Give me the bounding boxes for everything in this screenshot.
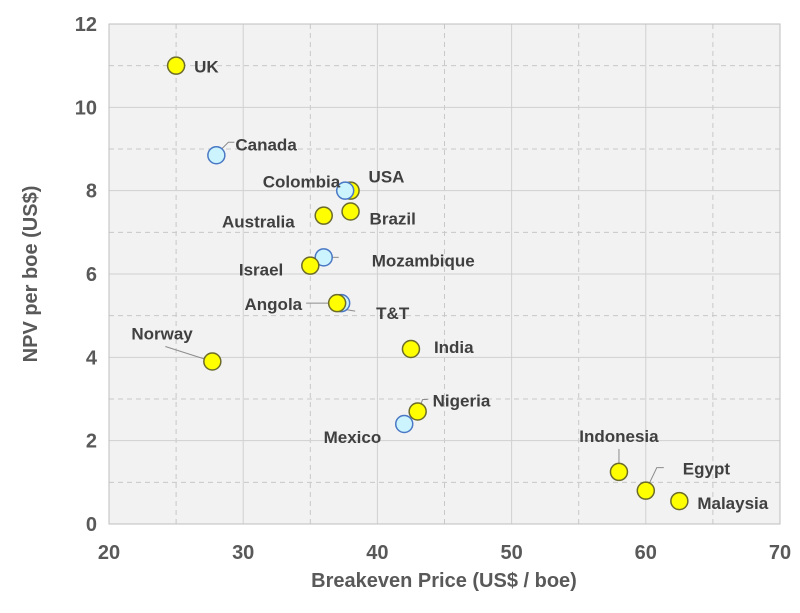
y-axis-title: NPV per boe (US$) (20, 186, 42, 363)
label-usa: USA (369, 168, 405, 187)
label-brazil: Brazil (370, 210, 416, 229)
point-angola (327, 293, 347, 313)
y-tick-label: 4 (86, 347, 98, 369)
x-tick-label: 40 (366, 542, 388, 564)
y-tick-label: 12 (75, 14, 97, 36)
label-nigeria: Nigeria (433, 392, 491, 411)
point-colombia (335, 181, 355, 200)
point-india (401, 339, 421, 359)
point-egypt (636, 481, 656, 500)
tick-labels: 20 30 40 50 60 70 0 2 4 6 8 10 12 (75, 14, 791, 564)
label-angola: Angola (245, 295, 303, 314)
x-tick-label: 30 (232, 542, 254, 564)
point-malaysia (670, 491, 689, 511)
y-tick-label: 8 (86, 181, 97, 203)
label-egypt: Egypt (683, 460, 731, 479)
point-indonesia (609, 462, 629, 482)
x-tick-label: 50 (500, 542, 522, 564)
point-australia (314, 206, 333, 225)
point-israel (301, 256, 320, 275)
label-india: India (434, 338, 474, 357)
point-nigeria (408, 402, 427, 421)
label-israel: Israel (239, 261, 283, 280)
point-mozambique (314, 248, 333, 267)
y-tick-label: 10 (75, 97, 97, 119)
y-tick-label: 0 (86, 514, 97, 536)
plot-border (108, 23, 781, 525)
data-points (166, 56, 689, 511)
label-t-t: T&T (376, 304, 410, 323)
y-tick-label: 2 (86, 431, 97, 453)
label-indonesia: Indonesia (579, 427, 659, 446)
x-tick-label: 20 (98, 542, 120, 564)
label-mozambique: Mozambique (372, 251, 475, 270)
point-norway (203, 352, 222, 371)
label-mexico: Mexico (324, 428, 382, 447)
label-uk: UK (194, 58, 219, 77)
gridlines (108, 23, 781, 525)
data-labels: UK Canada USA Colombia Australia Brazil Mozamb… (131, 58, 768, 513)
label-colombia: Colombia (263, 173, 341, 192)
x-tick-label: 70 (769, 542, 791, 564)
label-malaysia: Malaysia (697, 494, 768, 513)
point-mexico (394, 414, 414, 434)
x-tick-label: 60 (635, 542, 657, 564)
y-tick-label: 6 (86, 264, 97, 286)
point-canada (207, 146, 226, 165)
label-canada: Canada (235, 135, 297, 154)
point-uk (166, 56, 186, 75)
label-norway: Norway (131, 325, 193, 344)
label-australia: Australia (222, 213, 295, 232)
point-brazil (341, 202, 360, 221)
x-axis-title: Breakeven Price (US$ / boe) (311, 570, 577, 592)
